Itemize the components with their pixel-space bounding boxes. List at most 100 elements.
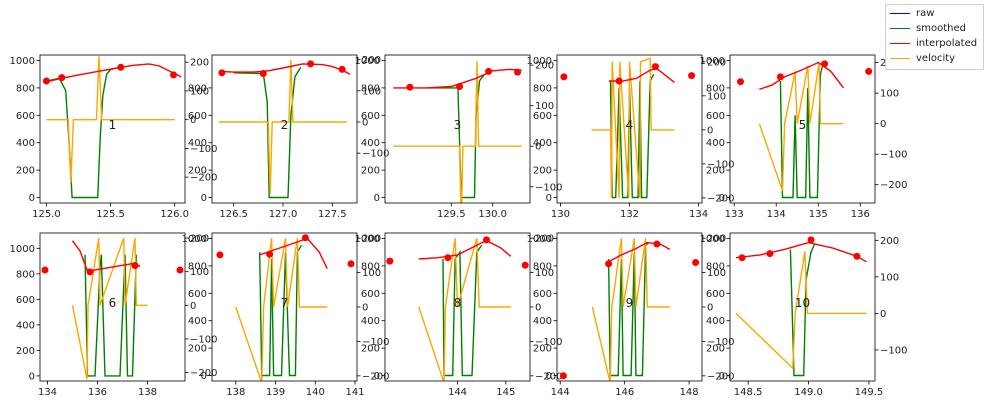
- marker-point: [117, 63, 125, 71]
- series-smoothed-line: [607, 242, 650, 377]
- y-left-tick-label: 200: [188, 344, 207, 355]
- marker-point: [605, 260, 613, 268]
- x-tick-label: 140: [306, 387, 325, 398]
- x-tick-label: 133: [725, 209, 744, 220]
- y-left-tick-label: 800: [361, 83, 380, 94]
- y-left-tick-label: 1000: [527, 56, 552, 67]
- subplot-number-label: 6: [109, 296, 117, 310]
- axes-frame: [39, 54, 186, 204]
- y-left-tick-label: 400: [533, 138, 552, 149]
- marker-point: [651, 63, 659, 71]
- subplot-6: 134 136 138 0 200 400 600 800 1000 −200 −100 0 100 20…: [10, 232, 217, 398]
- y-right-tick-label: 0: [190, 301, 196, 312]
- y-left-tick-label: 0: [374, 193, 380, 204]
- x-tick-label: 126.0: [160, 209, 189, 220]
- plot-area: [393, 61, 522, 203]
- subplot-number-label: 1: [109, 118, 117, 132]
- marker-point: [41, 266, 49, 274]
- y-right-tick-label: −100: [535, 182, 562, 193]
- y-right-tick-label: 200: [362, 55, 381, 66]
- series-velocity-line: [46, 56, 175, 183]
- y-left-tick-label: 200: [16, 346, 35, 357]
- y-left-tick-label: 600: [188, 111, 207, 122]
- y-left-tick-label: 200: [16, 166, 35, 177]
- y-left-tick-label: 200: [706, 344, 725, 355]
- x-tick-label: 138: [226, 387, 245, 398]
- marker-point: [406, 83, 414, 91]
- y-left-tick-label: 0: [201, 193, 207, 204]
- y-right-tick-label: −100: [190, 334, 217, 345]
- y-right-tick-label: 100: [880, 89, 899, 100]
- x-tick-label: 134: [38, 387, 57, 398]
- marker-point: [58, 74, 66, 82]
- marker-point: [560, 73, 568, 81]
- marker-point: [688, 72, 696, 80]
- y-right-tick-label: 200: [535, 234, 554, 245]
- y-right-tick-label: 200: [535, 61, 554, 72]
- y-right-tick-label: −100: [535, 337, 562, 348]
- subplot-5: 133 134 135 13602004006008001000−200−100010…: [700, 54, 907, 220]
- marker-point: [86, 268, 94, 276]
- plot-area: [591, 238, 671, 381]
- marker-point: [865, 67, 873, 75]
- y-left-tick-label: 600: [16, 295, 35, 306]
- x-tick-label: 148: [680, 387, 699, 398]
- series-smoothed-line: [442, 244, 483, 377]
- y-left-tick-label: 1000: [527, 234, 552, 245]
- legend-label-smoothed: smoothed: [916, 22, 966, 34]
- y-left-tick-label: 400: [16, 138, 35, 149]
- y-right-tick-label: −100: [362, 337, 389, 348]
- y-right-tick-label: 100: [190, 267, 209, 278]
- series-interpolated-line: [735, 241, 867, 263]
- series-velocity-line: [418, 238, 511, 381]
- y-left-tick-label: 600: [361, 289, 380, 300]
- y-left-tick-label: 800: [188, 83, 207, 94]
- marker-point: [347, 260, 355, 268]
- y-left-tick-label: 800: [16, 269, 35, 280]
- legend: raw smoothed interpolated velocity: [885, 4, 984, 70]
- series-smoothed-line: [426, 73, 485, 199]
- y-right-tick-label: 0: [190, 115, 196, 126]
- series-smoothed-line: [46, 67, 118, 199]
- x-tick-label: 129.5: [437, 209, 466, 220]
- marker-point: [176, 266, 184, 274]
- x-tick-label: 141: [345, 387, 364, 398]
- x-tick-label: 125.5: [96, 209, 125, 220]
- marker-point: [521, 261, 529, 269]
- y-right-tick-label: 0: [362, 303, 368, 314]
- series-interpolated-line: [418, 239, 512, 260]
- y-right-tick-label: −100: [880, 150, 907, 161]
- series-velocity-line: [235, 238, 328, 381]
- y-left-tick-label: 1000: [355, 234, 380, 245]
- legend-item-smoothed: smoothed: [890, 21, 966, 35]
- legend-swatch-raw: [890, 12, 910, 14]
- y-right-tick-label: −200: [190, 368, 217, 379]
- marker-point: [483, 236, 490, 244]
- y-right-tick-label: 200: [190, 234, 209, 245]
- y-right-tick-label: −100: [707, 337, 734, 348]
- subplot-number-label: 4: [626, 118, 634, 132]
- series-interpolated-line: [71, 240, 141, 273]
- y-right-tick-label: −200: [880, 180, 907, 191]
- y-left-tick-label: 400: [188, 138, 207, 149]
- y-right-tick-label: 100: [190, 86, 209, 97]
- legend-item-velocity: velocity: [890, 51, 955, 65]
- x-tick-label: 136: [851, 209, 870, 220]
- marker-point: [307, 60, 315, 68]
- x-tick-label: 149.5: [855, 387, 884, 398]
- series-interpolated-line: [46, 63, 182, 83]
- x-tick-label: 138: [138, 387, 157, 398]
- y-right-tick-label: −200: [362, 371, 389, 382]
- legend-item-raw: raw: [890, 6, 934, 20]
- subplot-number-label: 3: [454, 118, 462, 132]
- y-left-tick-label: 0: [29, 371, 35, 382]
- y-right-tick-label: −100: [362, 149, 389, 160]
- y-left-tick-label: 400: [16, 320, 35, 331]
- plot-area: [46, 56, 182, 199]
- y-left-tick-label: 0: [201, 371, 207, 382]
- marker-point: [456, 83, 464, 90]
- y-left-tick-label: 800: [361, 261, 380, 272]
- plot-area: [758, 61, 845, 199]
- y-left-tick-label: 400: [706, 316, 725, 327]
